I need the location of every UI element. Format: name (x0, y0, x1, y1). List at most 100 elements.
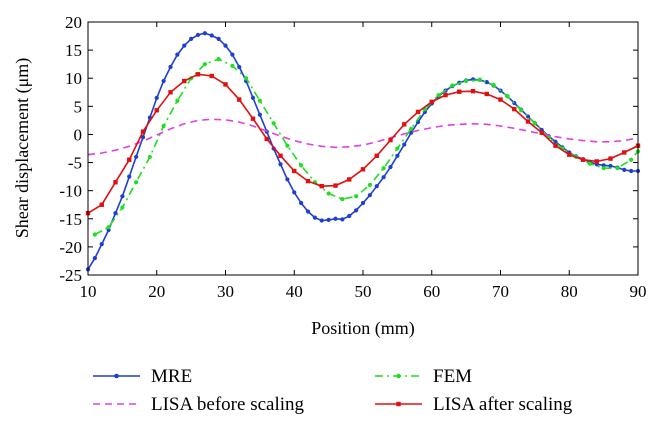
x-tick-label: 50 (355, 282, 372, 301)
data-point (464, 78, 469, 84)
data-point (326, 217, 331, 223)
data-point (505, 94, 510, 99)
data-point (230, 52, 235, 57)
data-point (443, 92, 448, 98)
data-point (360, 200, 366, 206)
data-point (202, 31, 207, 36)
data-point (168, 90, 173, 95)
data-point (140, 135, 146, 140)
data-point (629, 168, 634, 174)
data-point (367, 182, 372, 188)
x-tick-label: 30 (217, 282, 234, 301)
data-point (285, 143, 290, 148)
data-point (615, 166, 620, 171)
legend-item-mre: MRE (93, 366, 192, 387)
data-point (189, 36, 194, 41)
data-point (333, 216, 338, 221)
series-fem (92, 57, 641, 237)
data-point (395, 146, 400, 151)
data-point (608, 156, 613, 161)
data-point (175, 52, 180, 57)
data-point (312, 215, 317, 220)
legend-marker (114, 373, 119, 379)
data-point (299, 200, 304, 206)
data-point (154, 108, 159, 113)
data-point (388, 164, 393, 170)
data-point (450, 83, 455, 88)
data-point (244, 76, 249, 81)
y-tick-label: 15 (65, 41, 82, 60)
data-point (333, 183, 338, 188)
data-point (319, 183, 324, 189)
data-point (134, 180, 139, 185)
data-point (278, 153, 283, 159)
series-layer (85, 31, 641, 272)
data-point (594, 159, 599, 164)
data-point (127, 174, 132, 179)
data-point (409, 130, 414, 135)
data-point (374, 153, 379, 159)
data-point (409, 126, 414, 131)
x-tick-label: 60 (423, 282, 440, 301)
data-point (622, 150, 627, 155)
x-tick-label: 20 (148, 282, 165, 301)
y-tick-label: 0 (74, 125, 83, 144)
y-tick-label: -25 (59, 266, 82, 285)
data-point (587, 161, 592, 166)
data-point (264, 136, 269, 142)
data-point (120, 205, 125, 210)
data-point (292, 168, 297, 174)
data-point (470, 88, 476, 94)
data-point (484, 80, 489, 85)
data-point (498, 97, 503, 102)
data-point (340, 197, 345, 202)
data-point (601, 166, 606, 171)
data-point (140, 129, 146, 134)
data-point (195, 72, 201, 77)
data-point (395, 153, 400, 158)
data-point (305, 178, 311, 184)
data-point (326, 191, 331, 196)
legend-marker (396, 401, 401, 407)
data-point (278, 162, 283, 167)
data-point (512, 106, 517, 112)
data-point (99, 241, 104, 247)
y-tick-label: 5 (74, 97, 83, 116)
data-point (237, 64, 242, 70)
y-tick-label: 20 (65, 13, 82, 32)
plot-frame (87, 21, 639, 276)
y-tick-label: -20 (59, 238, 82, 257)
data-point (209, 33, 214, 38)
data-point (161, 78, 166, 84)
data-point (209, 73, 214, 79)
data-point (202, 62, 207, 67)
data-point (553, 143, 558, 148)
legend-label: MRE (151, 366, 192, 387)
y-axis-label: Shear displacement (μm) (12, 58, 33, 239)
data-point (340, 217, 345, 222)
data-point (354, 208, 359, 213)
data-point (402, 142, 407, 147)
data-point (608, 163, 613, 169)
data-point (319, 218, 324, 223)
data-point (402, 122, 407, 127)
y-tick-label: -10 (59, 182, 82, 201)
data-point (113, 180, 118, 185)
legend: MRE FEM LISA before scaling LISA after scal… (93, 366, 573, 415)
data-point (285, 177, 290, 182)
data-point (567, 152, 572, 157)
legend-item-lisa-after-scaling: LISA after scaling (375, 394, 573, 415)
data-point (175, 98, 180, 103)
data-point (223, 82, 228, 87)
data-point (381, 175, 386, 180)
data-point (154, 95, 159, 100)
data-point (629, 157, 634, 162)
data-point (292, 190, 297, 195)
series-mre (85, 31, 641, 272)
data-point (106, 225, 111, 230)
data-point (354, 194, 359, 199)
data-point (539, 130, 544, 135)
data-point (525, 119, 531, 124)
